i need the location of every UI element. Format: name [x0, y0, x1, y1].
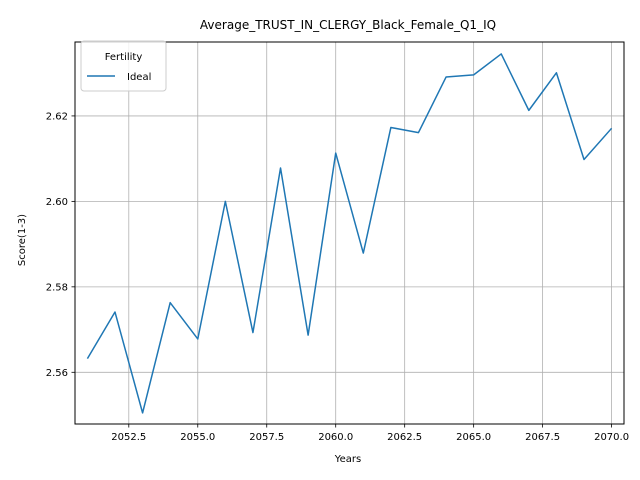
legend-box	[80, 40, 167, 92]
x-tick-label: 2052.5	[111, 432, 146, 443]
x-tick-label: 2060.0	[318, 432, 353, 443]
x-tick-label: 2057.5	[249, 432, 284, 443]
y-tick-label: 2.56	[46, 368, 68, 379]
chart-title: Average_TRUST_IN_CLERGY_Black_Female_Q1_…	[200, 18, 496, 32]
x-tick-label: 2062.5	[387, 432, 422, 443]
legend-label-ideal: Ideal	[127, 72, 151, 83]
series-line-ideal	[86, 53, 613, 414]
y-tick-label: 2.60	[46, 197, 68, 208]
x-axis-label: Years	[334, 454, 361, 465]
x-tick-label: 2067.5	[525, 432, 560, 443]
y-tick-label: 2.58	[46, 282, 68, 293]
x-axis: 2052.5 2055.0 2057.5 2060.0 2062.5 2065.0 2067…	[111, 424, 629, 443]
plot-area-frame	[74, 41, 625, 425]
x-tick-label: 2065.0	[456, 432, 491, 443]
y-tick-label: 2.62	[46, 111, 68, 122]
y-axis: 2.56 2.58 2.60 2.62	[46, 111, 75, 379]
legend: Fertility Ideal	[80, 40, 167, 92]
series-layer	[86, 53, 613, 414]
y-axis-label: Score(1-3)	[17, 214, 28, 266]
legend-title: Fertility	[105, 52, 143, 63]
x-tick-label: 2055.0	[180, 432, 215, 443]
x-tick-label: 2070.0	[594, 432, 629, 443]
